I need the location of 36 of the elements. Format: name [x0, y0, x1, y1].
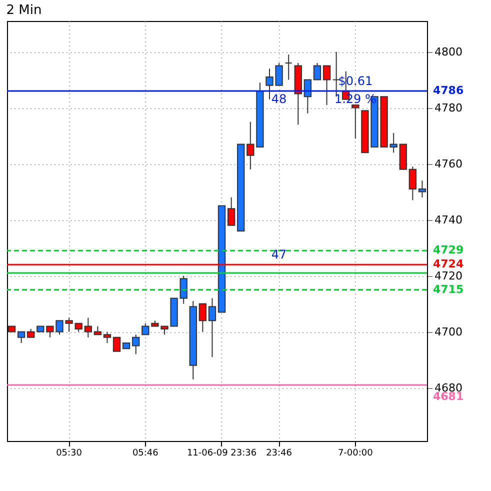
candlestick — [208, 298, 216, 358]
y-tick-label: 4740 — [434, 213, 462, 226]
ref-line-label: 4724 — [433, 258, 464, 271]
candlestick — [103, 331, 112, 344]
chart-title: 2 Min — [6, 3, 42, 18]
candlestick — [17, 331, 26, 344]
x-tick-label: 23:46 — [266, 448, 292, 458]
y-tick-label: 4760 — [434, 157, 462, 170]
y-tick-label: 4800 — [434, 45, 462, 58]
annotation: 1.29 % — [334, 92, 376, 106]
candlestick — [132, 334, 140, 355]
ref-line-label: 4786 — [433, 84, 464, 97]
y-tick-label: 4780 — [434, 101, 462, 114]
y-tick-label: 4720 — [434, 269, 462, 282]
candlestick — [313, 62, 322, 80]
candlestick — [198, 303, 207, 332]
y-tick-label: 4700 — [434, 325, 462, 338]
ref-line-label: 4715 — [433, 282, 464, 296]
candlestick — [418, 180, 426, 198]
x-tick-label: 05:30 — [56, 448, 82, 458]
candlestick — [180, 275, 188, 304]
x-tick-label: 7-00:00 — [338, 448, 374, 458]
candlestick — [390, 132, 398, 154]
candlestick — [84, 317, 92, 338]
ref-line-label: 4729 — [433, 244, 464, 257]
candlestick — [227, 196, 236, 226]
x-tick-label: 11-06-09 23:36 — [186, 448, 257, 458]
candlestick — [352, 104, 360, 140]
candlestick — [322, 65, 331, 106]
annotation: 47 — [271, 248, 287, 262]
candlestick — [284, 54, 292, 80]
ref-line-label: 4681 — [433, 390, 464, 403]
candlestick — [408, 166, 417, 201]
annotation: 48 — [271, 92, 287, 106]
candlestick — [112, 336, 121, 352]
x-tick-label: 05:46 — [132, 448, 159, 458]
